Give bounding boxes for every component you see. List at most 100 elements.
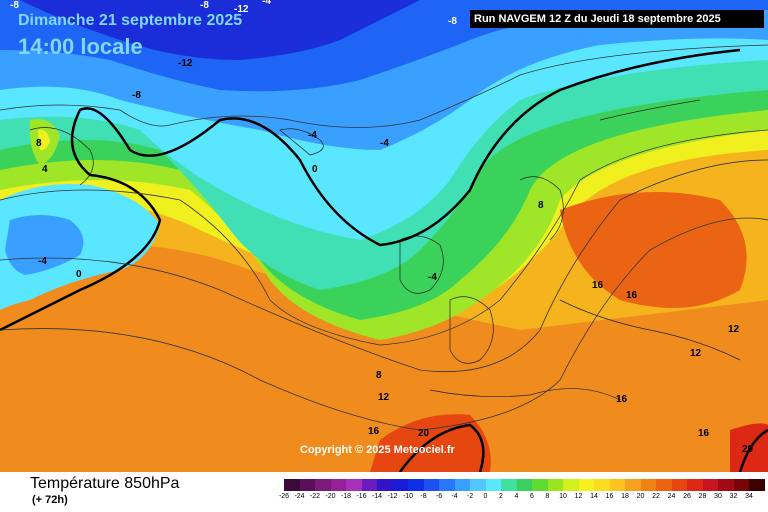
- legend-tick-label: -22: [309, 493, 321, 500]
- legend-swatch: [532, 479, 548, 491]
- isotherm-20-se: [738, 428, 768, 472]
- map-label: 12: [378, 392, 390, 403]
- legend-tick-label: -26: [278, 493, 290, 500]
- legend-tick-label: -4: [451, 493, 458, 500]
- map-label: 8: [36, 138, 42, 149]
- legend-tick-label: 12: [574, 493, 583, 500]
- legend-swatch: [501, 479, 517, 491]
- legend-tick-label: 16: [605, 493, 614, 500]
- isotherm-20: [398, 423, 485, 472]
- map-label: 4: [42, 164, 48, 175]
- legend-swatch: [749, 479, 765, 491]
- zone-blue-west: [5, 215, 84, 275]
- map-label: 20: [418, 428, 430, 439]
- legend-tick-label: 26: [683, 493, 691, 500]
- map-label: 16: [626, 290, 638, 301]
- map-label: -4: [262, 0, 271, 7]
- isotherm-minus4: [0, 44, 768, 128]
- zone-iberia-hot: [370, 414, 491, 472]
- legend-swatch: [671, 479, 687, 491]
- legend-tick-label: 4: [514, 493, 519, 500]
- map-label: -8: [132, 90, 141, 101]
- legend-tick-label: 24: [667, 493, 676, 500]
- legend-tick-label: 6: [530, 493, 534, 500]
- legend-swatch: [578, 479, 594, 491]
- legend-swatch: [547, 479, 563, 491]
- forecast-offset: (+ 72h): [32, 494, 68, 506]
- legend-tick-label: -20: [325, 493, 336, 500]
- zone-greenland-warmest: [38, 129, 50, 151]
- legend-tick-label: 2: [499, 493, 503, 500]
- legend-tick-label: 14: [590, 493, 598, 500]
- legend-tick-label: 28: [698, 493, 707, 500]
- legend-swatch: [609, 479, 625, 491]
- legend-tick-label: -14: [371, 493, 383, 500]
- map-label: -12: [234, 4, 249, 15]
- legend-swatch: [687, 479, 703, 491]
- legend-swatch: [733, 479, 749, 491]
- isotherm-8: [0, 129, 768, 346]
- legend-tick-label: 34: [745, 493, 753, 500]
- legend-tick-label: 0: [483, 493, 488, 500]
- map-label: 16: [368, 426, 380, 437]
- map-label: -12: [178, 58, 193, 69]
- legend-tick-label: -18: [340, 493, 352, 500]
- legend-tick-label: 22: [652, 493, 660, 500]
- legend-swatch: [656, 479, 672, 491]
- map-label: 20: [742, 444, 754, 455]
- legend-swatch: [315, 479, 331, 491]
- legend-tick-label: 32: [729, 493, 738, 500]
- coastlines: [29, 99, 741, 401]
- legend-tick-label: 20: [636, 493, 645, 500]
- map-label: -8: [10, 0, 19, 11]
- legend-tick-label: -24: [294, 493, 305, 500]
- isotherm-16: [0, 217, 768, 431]
- legend-swatch: [702, 479, 718, 491]
- legend-swatch: [299, 479, 315, 491]
- map-label: -4: [38, 256, 47, 267]
- legend-swatch: [470, 479, 486, 491]
- model-run-info: Run NAVGEM 12 Z du Jeudi 18 septembre 20…: [470, 10, 764, 28]
- copyright-notice: Copyright © 2025 Meteociel.fr: [300, 444, 455, 456]
- forecast-time: 14:00 locale: [18, 34, 143, 59]
- legend-tick-label: -8: [420, 493, 427, 500]
- legend-swatch: [640, 479, 656, 491]
- zone-east-europe-hot: [560, 192, 747, 308]
- zone-dark-blue: [20, 0, 420, 60]
- legend-tick-label: 30: [714, 493, 722, 500]
- legend-swatch: [330, 479, 346, 491]
- legend-tick-label: -6: [435, 493, 443, 500]
- legend-swatch: [423, 479, 439, 491]
- map-label: -8: [200, 0, 209, 11]
- map-label: 12: [728, 324, 740, 335]
- legend-ticks: -26 -24 -22 -20 -18 -16 -14 -12 -10 -8 -6 -4 -2 0 2 4 6 8…: [276, 493, 756, 505]
- legend-swatch: [439, 479, 455, 491]
- legend-swatch: [361, 479, 377, 491]
- legend-tick-label: -12: [387, 493, 398, 500]
- legend-tick-label: -10: [402, 493, 414, 500]
- isotherm-0: [0, 48, 741, 332]
- map-label: 8: [538, 200, 544, 211]
- footer: Température 850hPa (+ 72h) -26 -24 -22 -20-…: [0, 472, 768, 512]
- legend-swatch: [516, 479, 532, 491]
- map-label: -4: [308, 130, 317, 141]
- map-title: Température 850hPa: [30, 475, 180, 492]
- legend-tick-label: -16: [356, 493, 367, 500]
- legend-swatch: [408, 479, 424, 491]
- legend-swatch: [718, 479, 734, 491]
- legend-swatch: [454, 479, 470, 491]
- legend-tick-label: 18: [621, 493, 629, 500]
- isotherm-12: [0, 159, 768, 373]
- map-label: -8: [448, 16, 457, 27]
- zone-se-hot: [730, 423, 768, 472]
- map-label: 16: [698, 428, 710, 439]
- legend-swatch: [377, 479, 393, 491]
- temperature-map: -8 -8 -12 -8 -4 -12 -8 -4 -4 8 4 0 -4 0 …: [0, 0, 768, 472]
- legend-swatch: [625, 479, 641, 491]
- legend-swatch: [284, 479, 300, 491]
- forecast-date: Dimanche 21 septembre 2025: [18, 12, 243, 29]
- legend-swatch: [346, 479, 362, 491]
- legend-swatch: [563, 479, 579, 491]
- legend-tick-label: 8: [545, 493, 550, 500]
- legend-swatch: [594, 479, 610, 491]
